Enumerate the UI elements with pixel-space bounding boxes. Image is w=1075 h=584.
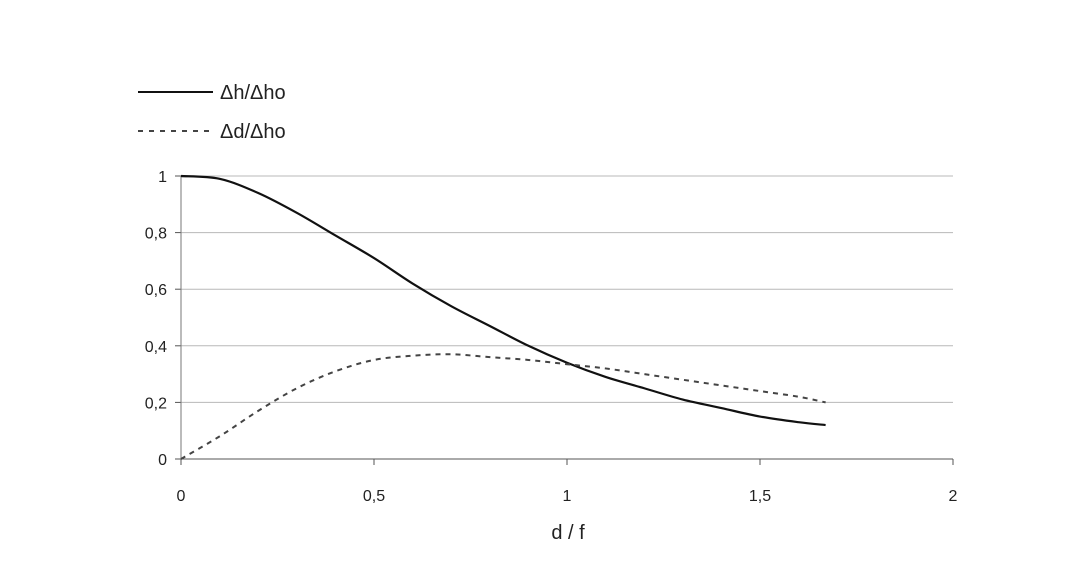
x-axis-title: d / f: [551, 522, 585, 544]
y-tick-label: 0,6: [145, 282, 167, 299]
x-tick-label: 0,5: [363, 488, 385, 505]
axis-layer: 0 0,2 0,4 0,6 0,8 1 0 0,5 1 1,5 2: [145, 169, 958, 505]
x-tick-label: 1,5: [749, 488, 771, 505]
y-tick-label: 0,4: [145, 339, 167, 356]
x-tick-label: 0: [177, 488, 186, 505]
y-tick-label: 0,2: [145, 395, 167, 412]
y-tick-label: 0: [158, 452, 167, 469]
y-tick-label: 0,8: [145, 226, 167, 243]
series-layer: [180, 174, 826, 460]
series-line-dd: [180, 353, 826, 460]
legend-label: Δd/Δho: [220, 121, 286, 143]
line-chart: 0 0,2 0,4 0,6 0,8 1 0 0,5 1 1,5 2 Δh/Δho Δd/Δho d /…: [138, 82, 958, 544]
series-line-dh: [180, 174, 826, 427]
y-tick-label: 1: [158, 169, 167, 186]
legend: Δh/Δho Δd/Δho: [138, 82, 286, 143]
x-tick-label: 2: [949, 488, 958, 505]
x-tick-label: 1: [563, 488, 572, 505]
grid-layer: [181, 175, 953, 403]
chart-frame: 0 0,2 0,4 0,6 0,8 1 0 0,5 1 1,5 2 Δh/Δho Δd/Δho d /…: [8, 8, 1067, 568]
legend-label: Δh/Δho: [220, 82, 286, 104]
